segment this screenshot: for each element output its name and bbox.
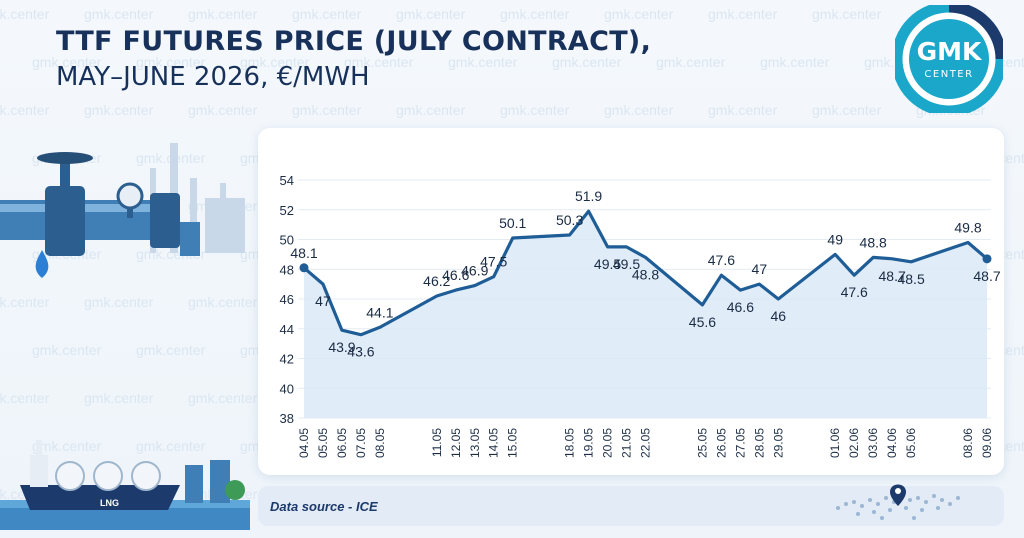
data-label: 45.6 — [689, 314, 716, 330]
y-tick-label: 38 — [280, 411, 294, 426]
x-tick-label: 02.06 — [847, 428, 861, 458]
x-tick-label: 27.05 — [733, 428, 747, 458]
data-label: 49.5 — [613, 256, 640, 272]
data-label: 50.1 — [499, 215, 526, 231]
data-label: 46.2 — [423, 273, 450, 289]
x-tick-label: 13.05 — [468, 428, 482, 458]
y-axis: 38 40 42 44 46 48 50 52 54 — [280, 173, 294, 426]
flame-icon — [35, 250, 49, 278]
x-tick-label: 06.05 — [335, 428, 349, 458]
data-label: 47 — [752, 261, 768, 277]
series-line — [302, 209, 989, 337]
logo-text-center: CENTER — [924, 69, 973, 80]
x-tick-label: 08.05 — [373, 428, 387, 458]
chart-subtitle: MAY–JUNE 2026, €/MWH — [56, 62, 370, 92]
y-tick-label: 48 — [280, 262, 294, 277]
x-tick-label: 21.05 — [620, 428, 634, 458]
data-label: 50.3 — [556, 212, 583, 228]
x-tick-label: 29.05 — [771, 428, 785, 458]
x-tick-label: 25.05 — [695, 428, 709, 458]
x-tick-label: 04.05 — [297, 428, 311, 458]
ship-lng-label: LNG — [100, 498, 119, 508]
data-label: 49 — [827, 231, 843, 247]
data-label: 47 — [315, 293, 331, 309]
y-tick-label: 40 — [280, 381, 294, 396]
data-label: 44.1 — [366, 304, 393, 320]
data-label: 47.5 — [480, 254, 507, 270]
x-tick-label: 05.05 — [316, 428, 330, 458]
x-tick-label: 20.05 — [601, 428, 615, 458]
data-label: 48.5 — [897, 271, 924, 287]
pipeline-illustration — [0, 143, 245, 278]
data-label: 47.6 — [841, 284, 868, 300]
data-label: 51.9 — [575, 188, 602, 204]
x-tick-label: 12.05 — [449, 428, 463, 458]
x-tick-label: 11.05 — [430, 428, 444, 457]
y-tick-label: 46 — [280, 292, 294, 307]
x-tick-label: 03.06 — [866, 428, 880, 458]
lng-ship-illustration: LNG — [0, 440, 250, 530]
logo-text-gmk: GMK — [917, 37, 983, 66]
gmk-center-logo: GMK CENTER — [895, 5, 1003, 113]
data-label: 46.9 — [461, 263, 488, 279]
x-tick-label: 18.05 — [563, 428, 577, 458]
data-label: 47.6 — [708, 252, 735, 268]
data-label: 48.8 — [632, 266, 659, 282]
data-label: 48.1 — [290, 245, 317, 261]
location-pin-icon — [890, 484, 906, 506]
data-label: 43.9 — [328, 339, 355, 355]
chart-title: TTF FUTURES PRICE (JULY CONTRACT), — [56, 26, 652, 57]
x-tick-label: 22.05 — [639, 428, 653, 458]
x-tick-label: 01.06 — [828, 428, 842, 458]
footer-bar: Data source - ICE — [258, 484, 1004, 526]
data-point — [299, 263, 309, 273]
series-area — [304, 211, 987, 418]
data-source-note: Data source - ICE — [270, 499, 378, 514]
data-label: 46.6 — [442, 267, 469, 283]
x-tick-label: 09.06 — [980, 428, 994, 458]
data-label: 49.5 — [594, 256, 621, 272]
data-label: 48.7 — [879, 268, 906, 284]
data-label: 46 — [771, 308, 787, 324]
x-axis: 04.05 05.05 06.05 07.05 08.05 11.05 12.05 13.05… — [297, 428, 994, 458]
europe-map-icon — [836, 484, 960, 520]
y-tick-label: 44 — [280, 322, 294, 337]
y-tick-label: 42 — [280, 352, 294, 367]
x-tick-label: 08.06 — [961, 428, 975, 458]
y-tick-label: 50 — [280, 233, 294, 248]
x-tick-label: 14.05 — [487, 428, 501, 458]
data-label: 43.6 — [347, 344, 374, 360]
x-tick-label: 04.06 — [885, 428, 899, 458]
data-label: 49.8 — [954, 219, 981, 235]
x-tick-label: 26.05 — [714, 428, 728, 458]
y-tick-label: 52 — [280, 203, 294, 218]
data-label: 46.6 — [727, 299, 754, 315]
x-tick-label: 15.05 — [506, 428, 520, 458]
x-tick-label: 07.05 — [354, 428, 368, 458]
x-tick-label: 05.06 — [904, 428, 918, 458]
data-point — [982, 254, 992, 264]
x-tick-label: 19.05 — [582, 428, 596, 458]
data-label: 48.8 — [860, 234, 887, 250]
data-label: 48.7 — [973, 268, 1000, 284]
y-tick-label: 54 — [280, 173, 294, 188]
x-tick-label: 28.05 — [752, 428, 766, 458]
